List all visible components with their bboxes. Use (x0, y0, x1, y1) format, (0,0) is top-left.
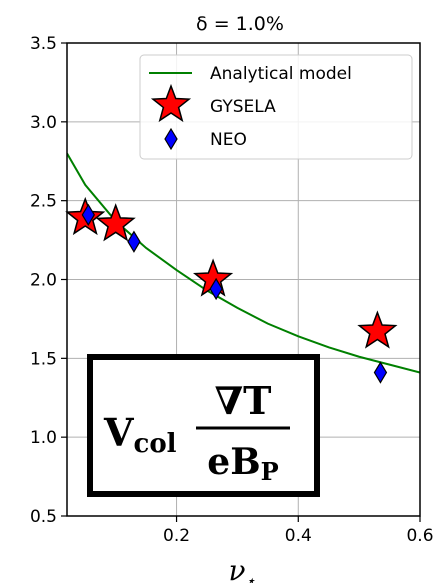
legend-frame (139, 54, 413, 160)
formula-denominator: eBP (207, 441, 278, 486)
formula-denominator-subscript: P (261, 457, 279, 486)
x-axis-label: ν⋆ (228, 554, 255, 583)
y-tick-label: 1.0 (30, 428, 57, 448)
y-tick-label: 3.5 (30, 34, 57, 54)
chart-title: δ = 1.0% (196, 13, 284, 35)
neo-point (209, 277, 223, 301)
legend-marker-gysela (150, 83, 192, 123)
formula-annotation: Vcol ∇T eBP (87, 354, 320, 497)
formula-main: Vcol (103, 410, 177, 459)
neo-point (373, 361, 388, 384)
gysela-point (95, 203, 136, 242)
formula-box (87, 354, 320, 497)
x-tick-label: 0.2 (163, 526, 190, 546)
y-tick-label: 2.0 (30, 271, 57, 291)
legend-label-analytical: Analytical model (210, 64, 352, 84)
x-tick-label: 0.4 (285, 526, 312, 546)
legend-label-gysela: GYSELA (210, 97, 276, 117)
legend-star-marker (150, 83, 192, 123)
y-tick-label: 1.5 (30, 349, 57, 369)
series-line-analytical-model (67, 152, 420, 374)
y-tick-label: 2.5 (30, 192, 57, 212)
x-axis-label-subscript: ⋆ (246, 571, 256, 583)
formula-main-symbol: V (103, 410, 135, 455)
legend: Analytical model GYSELA NEO (139, 54, 413, 160)
series-layer (65, 152, 420, 384)
legend-label-neo: NEO (210, 130, 247, 150)
x-axis-label-main: ν (228, 554, 245, 583)
formula-denominator-symbol: eB (207, 441, 260, 483)
legend-diamond-marker (164, 127, 178, 151)
neo-point (81, 203, 96, 227)
y-tick-label: 0.5 (30, 507, 57, 527)
gysela-point (357, 310, 398, 349)
x-tick-label: 0.6 (406, 526, 433, 546)
formula-main-subscript: col (133, 429, 176, 459)
axis-ticks: 0.2 0.4 0.6 0.5 1.0 1.5 2.0 2.5 3.0 3.5 (30, 34, 434, 546)
neo-point (127, 230, 141, 253)
y-tick-label: 3.0 (30, 113, 57, 133)
legend-marker-neo (164, 127, 178, 151)
formula-numerator: ∇T (215, 378, 272, 423)
